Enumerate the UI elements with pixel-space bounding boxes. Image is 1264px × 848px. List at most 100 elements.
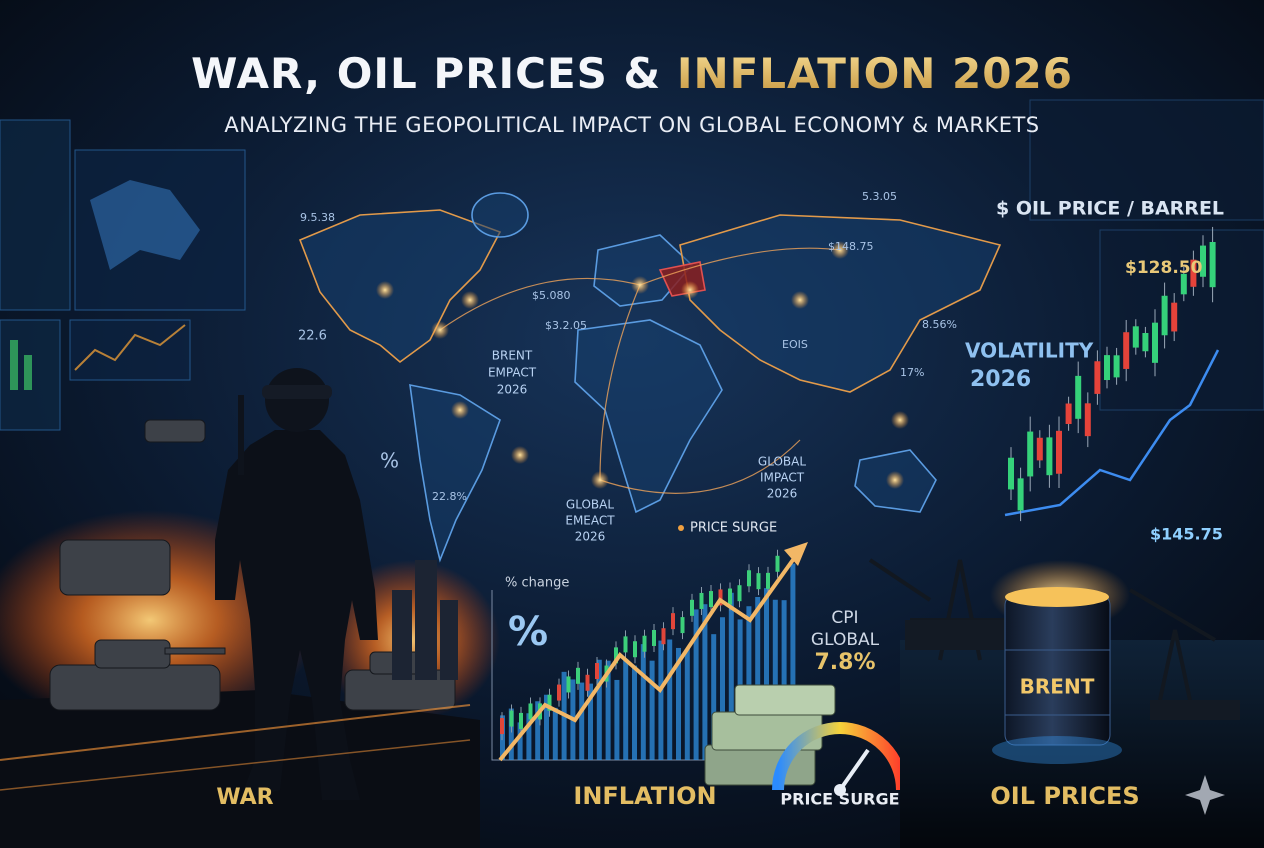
arrow-head: [784, 542, 808, 566]
decor-bar: [632, 665, 637, 760]
decor-candle: [699, 592, 704, 609]
decor-bar: [640, 644, 646, 760]
decor-candle: [642, 635, 647, 652]
map-label: 9.5.38: [300, 211, 335, 224]
war-scene-part: [0, 690, 480, 848]
percent-sign: %: [508, 609, 548, 655]
decor-bar: [772, 599, 778, 760]
money-stack-part: [734, 684, 836, 716]
hotspot: [461, 291, 479, 309]
map-label: 8.56%: [922, 318, 957, 331]
decor-bar: [693, 609, 699, 760]
right-dashboard-part: [1029, 99, 1264, 221]
decor-candle: [1209, 241, 1216, 288]
volatility-label: VOLATILITY: [965, 339, 1094, 363]
oil-price-chart-part: [1004, 349, 1220, 517]
trade-routes-part: [599, 439, 801, 494]
decor-candle: [1046, 437, 1053, 476]
oil-labels: $ OIL PRICE / BARREL $128.50 VOLATILITY …: [965, 198, 1224, 544]
hotspot: [591, 471, 609, 489]
cpi-label: GLOBAL: [811, 630, 880, 650]
war-scene-part: [392, 560, 458, 680]
hotspot: [511, 446, 529, 464]
decor-bar: [596, 659, 602, 760]
decor-bar: [552, 707, 558, 760]
war-scene: [0, 368, 500, 848]
cpi-callout: CPI GLOBAL 7.8%: [811, 608, 880, 675]
section-label: PRICE SURGE: [780, 790, 899, 809]
trend-arrow: [498, 548, 802, 762]
war-scene-part: [262, 385, 332, 399]
decor-candle: [585, 674, 590, 691]
war-scene-part: [238, 395, 244, 475]
decor-candle: [1123, 332, 1130, 369]
map-callout: IMPACT: [760, 471, 805, 485]
decor-bar: [755, 596, 761, 760]
map-callout: GLOBAL: [566, 498, 614, 512]
title-main: WAR, OIL PRICES &: [191, 49, 677, 98]
war-scene-part-part: [59, 539, 171, 596]
war-scene-part: [265, 368, 329, 432]
war-scene-part: [215, 430, 378, 800]
decor-candle: [1075, 375, 1082, 419]
map-label: 5.3.05: [862, 190, 897, 203]
left-dashboard-part: [24, 355, 32, 390]
cpi-label: CPI: [831, 608, 858, 628]
map-marker: [678, 525, 684, 531]
decor-bar: [526, 713, 532, 760]
decor-candle: [756, 573, 761, 590]
decor-bar: [544, 694, 549, 760]
section-labels: WAR INFLATION PRICE SURGE OIL PRICES: [216, 782, 1139, 810]
map-callout: 2026: [575, 530, 606, 544]
map-label: 22.6: [298, 329, 327, 344]
right-dashboard-part: [1099, 229, 1264, 411]
oil-scene-part: [1150, 700, 1240, 720]
decor-bar: [658, 640, 664, 760]
map-label: 22.8%: [432, 490, 467, 503]
section-label: OIL PRICES: [990, 782, 1139, 810]
world-map-part: [409, 383, 501, 563]
decor-bar: [764, 588, 769, 760]
decor-candle: [1017, 478, 1024, 511]
hotspot: [831, 241, 849, 259]
decor-candle: [1027, 431, 1034, 477]
hotspot: [431, 321, 449, 339]
world-map-part: [574, 319, 723, 514]
decor-candle: [1132, 326, 1139, 348]
map-label: $5.080: [532, 289, 571, 302]
decor-bar: [579, 682, 585, 760]
map-label: PRICE SURGE: [690, 521, 777, 536]
decor-bar: [720, 617, 725, 760]
decor-candle: [576, 667, 580, 684]
oil-scene-part-part: [868, 558, 932, 602]
decor-candle: [528, 703, 533, 720]
decor-candle: [718, 589, 723, 606]
left-dashboard-part: [10, 340, 18, 390]
map-label: EOIS: [782, 338, 808, 351]
title-accent: INFLATION 2026: [677, 49, 1073, 98]
decor-candle: [1161, 295, 1168, 336]
decor-candle: [633, 641, 637, 658]
map-label: %: [380, 449, 399, 473]
map-callout: GLOBAL: [758, 455, 806, 469]
war-scene-part-part: [144, 419, 206, 443]
decor-bar: [623, 659, 629, 760]
decor-candle: [1113, 355, 1120, 378]
map-callout: BRENT: [492, 349, 533, 363]
decor-bar: [684, 648, 690, 760]
decor-candle: [680, 617, 685, 634]
war-scene-part-part: [392, 590, 412, 680]
hotspot: [631, 276, 649, 294]
decor-bar: [702, 604, 708, 760]
map-label: $148.75: [828, 240, 874, 253]
oil-scene-part-part: [1128, 588, 1217, 642]
war-scene-part-part: [94, 639, 171, 669]
decor-bar: [605, 660, 611, 760]
map-callout: 2026: [497, 383, 528, 397]
section-label: INFLATION: [573, 782, 716, 810]
war-scene-part: [49, 419, 456, 711]
decor-candle: [1084, 403, 1091, 437]
left-dashboard-part: [69, 319, 191, 381]
decor-candle: [557, 684, 561, 701]
right-dashboard: [1029, 99, 1264, 411]
